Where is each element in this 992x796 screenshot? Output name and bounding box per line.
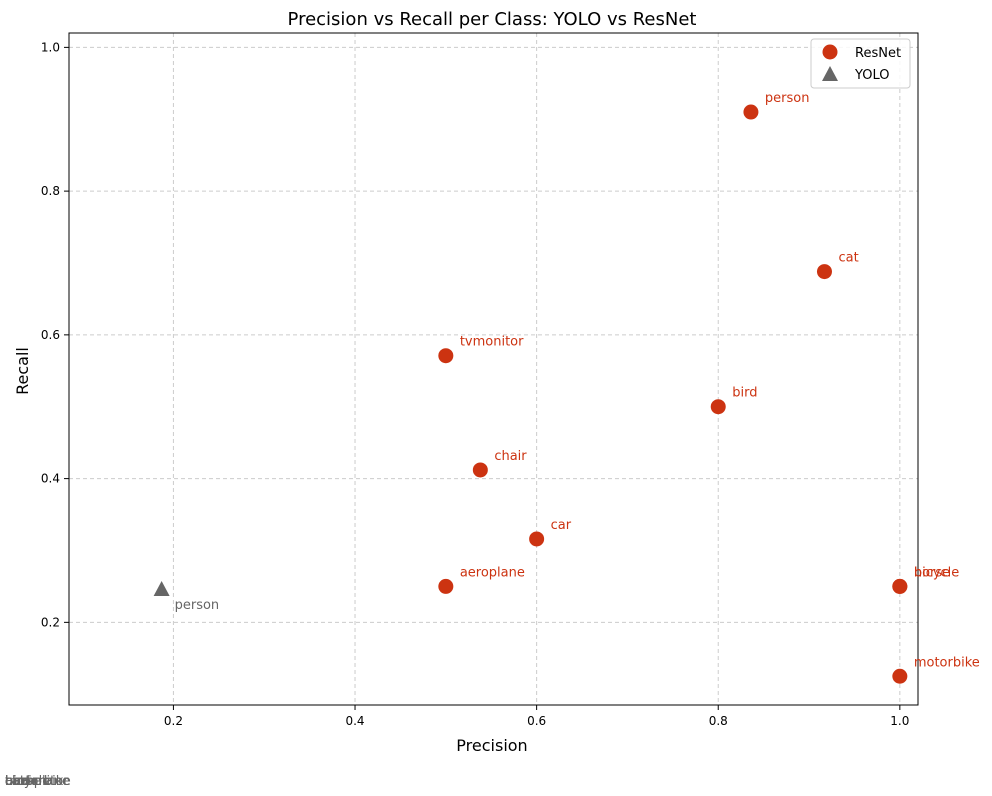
x-axis-label: Precision [456, 736, 527, 755]
legend: ResNet YOLO [810, 38, 911, 89]
point-label: person [175, 598, 220, 613]
legend-marker-resnet [822, 44, 838, 60]
point-label: bird [5, 774, 30, 789]
data-point-resnet [816, 264, 832, 280]
point-label: bicycle [5, 774, 50, 789]
point-label: cat [838, 251, 858, 266]
y-axis-label: Recall [13, 347, 32, 395]
y-tick-label: 0.2 [41, 615, 60, 629]
data-point-resnet [472, 462, 488, 478]
point-label: person [765, 91, 810, 106]
data-point-yolo [153, 581, 170, 597]
data-point-resnet [743, 104, 759, 120]
point-label: bicycle [914, 565, 959, 580]
point-label: horse [5, 774, 41, 789]
point-label: motorbike [5, 774, 71, 789]
y-tick-label: 0.6 [41, 328, 60, 342]
point-label: aeroplane [460, 565, 525, 580]
x-tick-label: 0.6 [527, 714, 546, 728]
x-tick-label: 1.0 [890, 714, 909, 728]
data-point-resnet [438, 348, 454, 364]
point-label: motorbike [914, 655, 980, 670]
point-label: chair [494, 449, 527, 464]
x-tick-label: 0.8 [709, 714, 728, 728]
data-point-resnet [892, 668, 908, 684]
axis-ticks: 0.2 0.4 0.6 0.8 1.0 0.2 0.4 0.6 0.8 1.0 [41, 40, 909, 728]
y-tick-label: 0.4 [41, 472, 60, 486]
point-label: tvmonitor [460, 335, 524, 350]
y-tick-label: 1.0 [41, 40, 60, 54]
legend-marker-yolo [822, 66, 838, 81]
point-label: cat [5, 774, 25, 789]
x-tick-label: 0.4 [345, 714, 364, 728]
point-label: car [5, 774, 26, 789]
data-point-resnet [892, 578, 908, 594]
data-point-resnet [529, 531, 545, 547]
plot-area-frame [68, 32, 919, 706]
legend-label-yolo: YOLO [854, 68, 889, 83]
chart-title: Precision vs Recall per Class: YOLO vs R… [288, 9, 697, 30]
data-point-resnet [710, 399, 726, 415]
legend-label-resnet: ResNet [855, 46, 901, 61]
grid [69, 33, 918, 705]
point-label: bird [732, 386, 757, 401]
point-label: horse [914, 565, 950, 580]
x-tick-label: 0.2 [164, 714, 183, 728]
point-label: aeroplane [5, 774, 70, 789]
point-label: chair [5, 774, 38, 789]
data-points [153, 104, 908, 684]
y-tick-label: 0.8 [41, 184, 60, 198]
data-point-resnet [438, 578, 454, 594]
point-label: tvmonitor [5, 774, 69, 789]
point-label: car [551, 518, 572, 533]
